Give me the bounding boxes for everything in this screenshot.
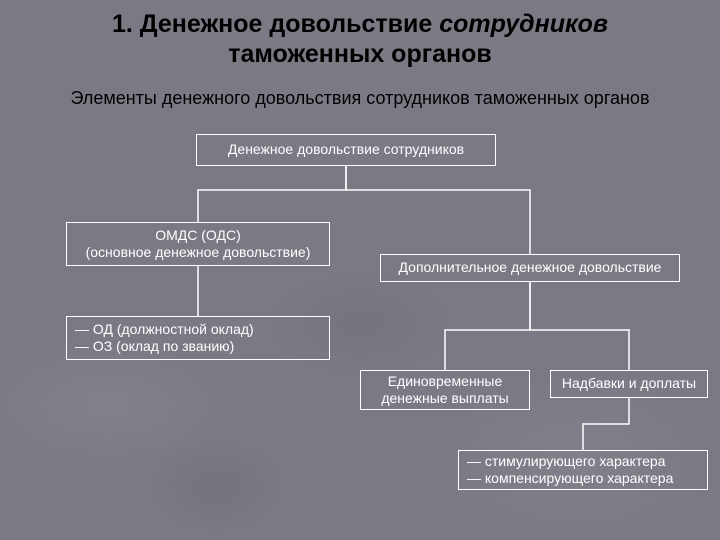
- page-title-line1: 1. Денежное довольствие сотрудников: [0, 10, 720, 39]
- node-edin: Единовременныеденежные выплаты: [360, 370, 530, 410]
- title-part1: Денежное довольствие: [140, 10, 439, 38]
- node-od_oz-label: — ОД (должностной оклад)— ОЗ (оклад по з…: [75, 321, 254, 356]
- node-omds: ОМДС (ОДС)(основное денежное довольствие…: [66, 222, 330, 266]
- page-title-line2: таможенных органов: [0, 40, 720, 69]
- node-od_oz: — ОД (должностной оклад)— ОЗ (оклад по з…: [66, 316, 330, 360]
- node-nadb: Надбавки и доплаты: [550, 370, 708, 398]
- node-dop-label: Дополнительное денежное довольствие: [399, 259, 662, 277]
- title-part2: сотрудников: [439, 10, 608, 38]
- node-edin-label: Единовременныеденежные выплаты: [381, 373, 508, 408]
- node-stim-label: — стимулирующего характера— компенсирующ…: [467, 453, 673, 488]
- node-root-label: Денежное довольствие сотрудников: [228, 141, 464, 159]
- node-dop: Дополнительное денежное довольствие: [380, 254, 680, 282]
- node-nadb-label: Надбавки и доплаты: [562, 375, 696, 393]
- node-omds-label: ОМДС (ОДС)(основное денежное довольствие…: [86, 227, 311, 262]
- page-subtitle: Элементы денежного довольствия сотрудник…: [0, 88, 720, 109]
- title-line2-text: таможенных органов: [228, 40, 492, 68]
- title-number: 1.: [112, 10, 133, 38]
- node-root: Денежное довольствие сотрудников: [196, 134, 496, 166]
- subtitle-text: Элементы денежного довольствия сотрудник…: [70, 88, 649, 108]
- node-stim: — стимулирующего характера— компенсирующ…: [458, 450, 708, 490]
